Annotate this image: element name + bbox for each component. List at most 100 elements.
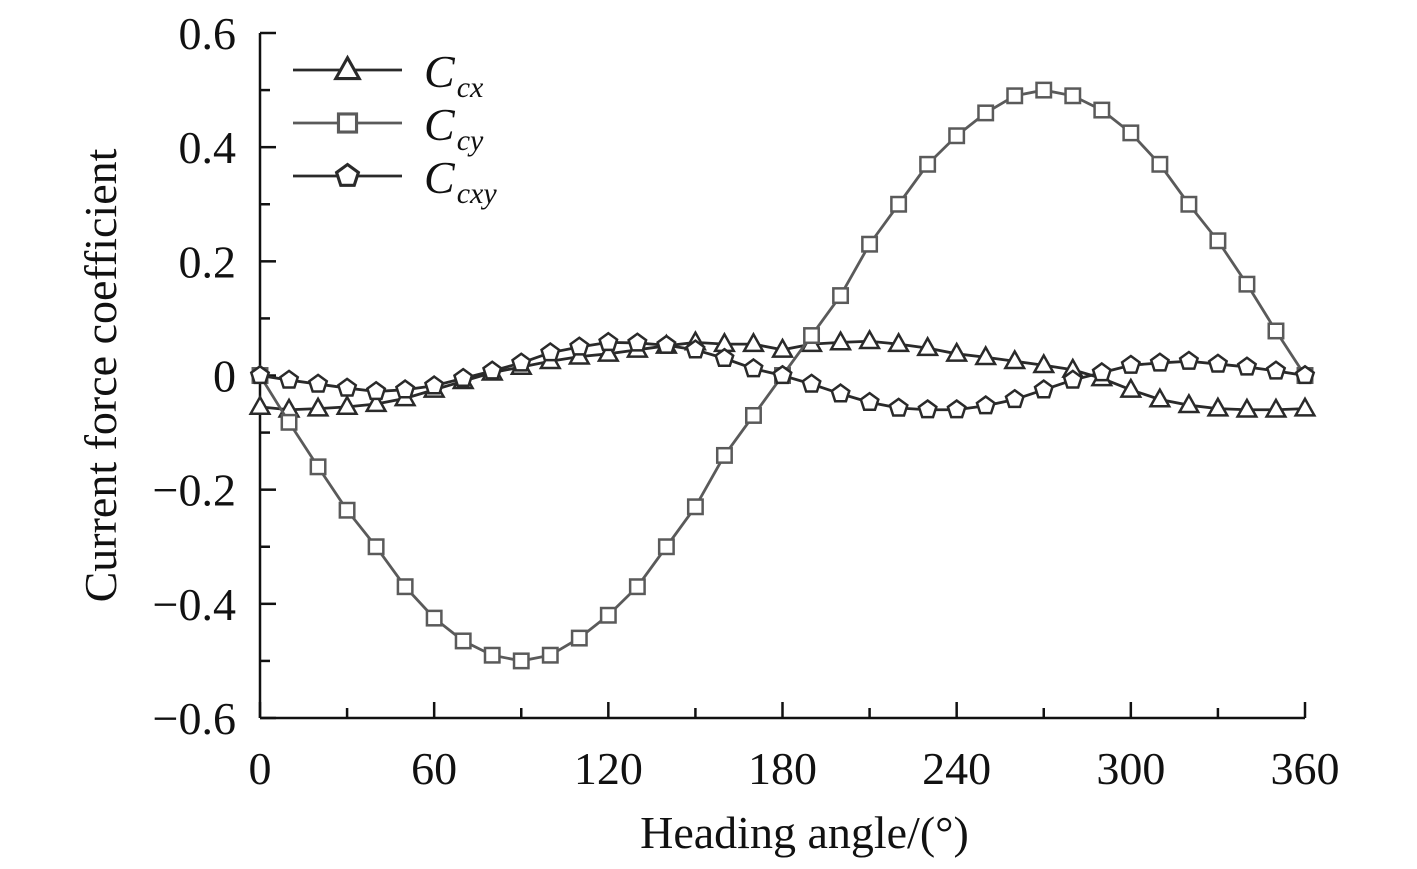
square-marker (1122, 124, 1140, 142)
triangle-marker (887, 331, 911, 353)
pentagon-marker (336, 377, 358, 397)
square-marker (280, 413, 298, 431)
square-marker (686, 498, 704, 516)
y-tick-label: 0.2 (179, 236, 237, 287)
y-tick-label: −0.2 (153, 465, 236, 516)
square-marker (628, 578, 646, 596)
y-tick-label: 0 (213, 351, 236, 402)
axes: 0 60 120 180 240 300 360 −0.6 −0.4 −0.2 0 0.2 0.4 0.6 (153, 8, 1340, 794)
pentagon-marker (975, 395, 996, 415)
triangle-marker (1235, 397, 1259, 418)
pentagon-marker (859, 391, 880, 412)
square-marker (512, 652, 530, 670)
pentagon-marker (1294, 364, 1316, 385)
square-marker (1064, 87, 1082, 105)
pentagon-marker (1149, 352, 1171, 372)
triangle-marker (974, 344, 998, 366)
triangle-marker (1119, 377, 1143, 398)
x-axis-title: Heading angle/(°) (640, 807, 969, 858)
square-marker (336, 112, 359, 134)
pentagon-marker (423, 375, 445, 395)
triangle-marker (335, 394, 359, 415)
pentagon-marker (1004, 388, 1025, 409)
square-marker (1238, 275, 1256, 293)
pentagon-marker (278, 369, 300, 389)
square-marker (309, 458, 327, 476)
x-tick-label: 0 (249, 743, 272, 794)
square-marker (861, 235, 879, 253)
legend-label: Ccx (424, 46, 484, 104)
triangle-marker (1206, 396, 1230, 417)
pentagon-marker (598, 331, 619, 352)
square-marker (425, 609, 443, 627)
square-marker (1093, 101, 1111, 119)
pentagon-marker (627, 332, 648, 352)
square-marker (541, 646, 559, 664)
pentagon-marker (569, 336, 590, 356)
pentagon-marker (1120, 354, 1142, 374)
triangle-marker (829, 330, 853, 351)
square-marker (890, 195, 908, 213)
legend-label: Ccy (424, 99, 484, 157)
y-tick-label: −0.6 (153, 693, 236, 744)
square-marker (1035, 81, 1053, 99)
pentagon-marker (394, 379, 416, 399)
triangle-marker (364, 391, 388, 413)
square-marker (367, 538, 385, 556)
pentagon-marker (1033, 379, 1054, 399)
square-marker (1006, 87, 1024, 105)
x-tick-label: 240 (922, 743, 991, 794)
triangle-marker (596, 341, 620, 362)
pentagon-marker (334, 162, 361, 187)
x-tick-label: 60 (411, 743, 457, 794)
triangle-marker (858, 328, 882, 350)
pentagon-marker (540, 341, 561, 362)
y-tick-label: −0.4 (153, 579, 236, 630)
square-marker (1180, 195, 1198, 213)
y-tick-label: 0.6 (179, 8, 237, 59)
pentagon-marker (772, 364, 793, 385)
pentagon-marker (801, 373, 822, 393)
pentagon-marker (685, 339, 706, 359)
series-cxy (249, 331, 1316, 419)
square-marker (338, 501, 356, 519)
triangle-marker (1293, 396, 1317, 417)
square-marker (599, 606, 617, 624)
pentagon-marker (888, 397, 909, 417)
pentagon-marker (307, 373, 329, 393)
pentagon-marker (830, 383, 851, 403)
square-marker (919, 155, 937, 173)
legend-item-cy: Ccy (293, 99, 484, 157)
x-tick-label: 180 (748, 743, 817, 794)
triangle-marker (306, 396, 330, 417)
pentagon-marker (1178, 350, 1200, 370)
triangle-marker (333, 54, 362, 81)
square-marker (977, 104, 995, 122)
square-marker (1267, 322, 1285, 340)
square-marker (744, 406, 762, 424)
square-marker (570, 629, 588, 647)
legend-label: Ccxy (424, 152, 497, 210)
pentagon-marker (1091, 361, 1113, 382)
square-marker (657, 538, 675, 556)
pentagon-marker (743, 357, 764, 378)
pentagon-marker (656, 334, 677, 354)
triangle-marker (771, 337, 794, 358)
pentagon-marker (1062, 369, 1083, 389)
pentagon-marker (946, 399, 967, 419)
square-marker (715, 446, 733, 464)
triangle-marker (1003, 348, 1027, 370)
pentagon-marker (1265, 360, 1287, 380)
pentagon-marker (917, 399, 938, 419)
x-tick-label: 360 (1271, 743, 1340, 794)
square-marker (396, 578, 414, 596)
x-tick-label: 120 (574, 743, 643, 794)
y-axis-title: Current force coefficient (75, 148, 126, 602)
square-marker (483, 646, 501, 664)
pentagon-marker (249, 364, 271, 385)
pentagon-marker (365, 380, 387, 401)
triangle-marker (1148, 387, 1172, 408)
pentagon-marker (1236, 356, 1258, 376)
